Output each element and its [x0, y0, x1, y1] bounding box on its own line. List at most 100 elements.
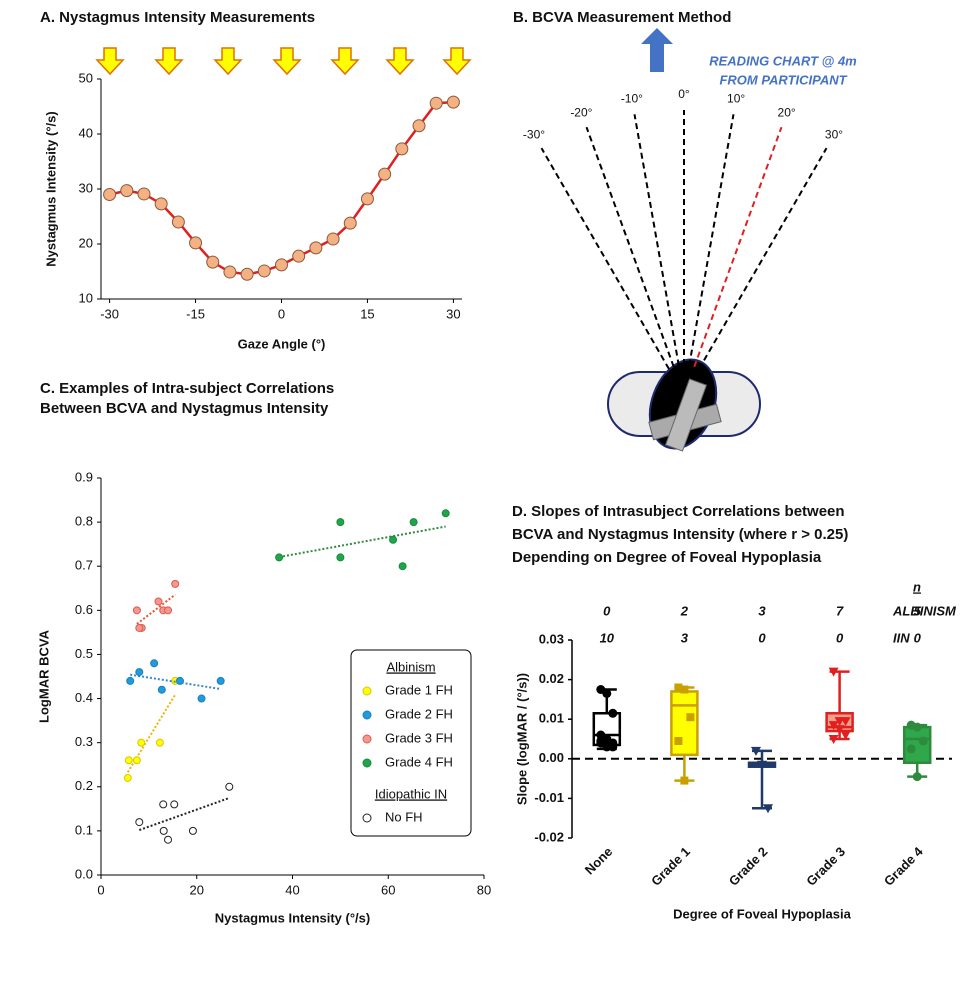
point: [834, 725, 845, 735]
reading-chart-arrow: [641, 28, 673, 72]
x-tick-label: -30: [100, 306, 119, 321]
y-tick-label: 0.3: [75, 734, 93, 749]
point: [126, 676, 135, 685]
panel-d-title: Depending on Degree of Foveal Hypoplasia: [512, 549, 822, 566]
n-count: 0: [758, 630, 766, 645]
point: [132, 756, 141, 765]
x-tick-label: 20: [190, 882, 204, 897]
point: [159, 800, 168, 809]
ray-label: 10°: [727, 92, 745, 106]
line: [109, 100, 454, 276]
point: [680, 685, 689, 694]
n-count: 3: [758, 603, 766, 618]
y-tick-label: 20: [79, 235, 93, 250]
legend-label: Grade 1 FH: [385, 682, 453, 697]
x-axis-label: Gaze Angle (°): [238, 336, 326, 351]
point: [674, 736, 683, 745]
point: [336, 553, 345, 562]
point: [164, 835, 173, 844]
point: [751, 746, 761, 756]
point: [757, 760, 767, 770]
gaze-arrow: [385, 47, 415, 76]
trend-line: [136, 593, 176, 625]
point: [828, 721, 839, 731]
trend-line: [278, 525, 446, 559]
n-count: 2: [680, 603, 689, 618]
x-tick-label: 15: [360, 306, 374, 321]
point: [828, 735, 839, 744]
marker: [378, 167, 392, 181]
y-tick-label: 50: [79, 70, 93, 85]
point: [608, 708, 618, 718]
y-tick-label: 10: [79, 290, 93, 305]
n-count: 5: [914, 603, 922, 618]
point: [132, 606, 141, 615]
legend-label: Grade 3 FH: [385, 730, 453, 745]
x-tick-label: -15: [186, 306, 205, 321]
x-tick-label: 0: [97, 882, 104, 897]
y-tick-label: 0.1: [75, 822, 93, 837]
box: [902, 725, 932, 765]
n-header: n: [913, 579, 921, 594]
point: [840, 731, 851, 741]
marker: [206, 255, 220, 269]
marker: [326, 232, 340, 246]
point: [912, 722, 922, 732]
y-axis-label: Nystagmus Intensity (°/s): [43, 111, 58, 266]
x-tick-label: 0: [278, 306, 285, 321]
point: [680, 776, 689, 785]
legend-marker: [362, 758, 372, 768]
point: [170, 800, 179, 809]
point: [197, 694, 206, 703]
point: [686, 713, 695, 722]
ray-label: -10°: [621, 92, 643, 106]
gaze-arrow: [213, 47, 243, 76]
panel-a-title: A. Nystagmus Intensity Measurements: [40, 9, 315, 26]
point: [409, 518, 418, 527]
legend-marker: [362, 686, 372, 696]
point: [216, 676, 225, 685]
gaze-arrow: [272, 47, 302, 76]
point: [164, 606, 173, 615]
legend-marker: [362, 710, 372, 720]
point: [596, 736, 606, 746]
ray-label: 30°: [825, 127, 843, 141]
point: [188, 826, 197, 835]
legend-group: Albinism: [386, 659, 435, 674]
ray-label: -30°: [523, 127, 545, 141]
y-tick-label: 0.02: [539, 671, 564, 686]
point: [225, 782, 234, 791]
x-tick-label: 40: [285, 882, 299, 897]
y-tick-label: 0.7: [75, 558, 93, 573]
marker: [343, 216, 357, 230]
trend-line: [138, 797, 230, 831]
ray-label: -20°: [570, 105, 592, 119]
panel-c-title: C. Examples of Intra-subject Correlation…: [40, 380, 334, 397]
y-axis-label: LogMAR BCVA: [36, 629, 51, 723]
y-tick-label: 0.00: [539, 750, 564, 765]
panel-c-title: Between BCVA and Nystagmus Intensity: [40, 400, 329, 417]
note-line: READING CHART @ 4m: [709, 53, 857, 68]
y-tick-label: 40: [79, 125, 93, 140]
gaze-ray: [633, 114, 680, 366]
x-axis-label: Degree of Foveal Hypoplasia: [673, 906, 851, 921]
marker: [257, 264, 271, 278]
gaze-ray: [585, 126, 675, 368]
x-tick-label: 60: [381, 882, 395, 897]
panel-d-title: BCVA and Nystagmus Intensity (where r > …: [512, 526, 848, 543]
gaze-arrow: [442, 47, 472, 76]
marker: [189, 236, 203, 250]
trend-line: [126, 694, 177, 773]
legend-label: No FH: [385, 809, 423, 824]
marker: [429, 96, 443, 110]
marker: [275, 258, 288, 272]
legend-box: [350, 649, 472, 837]
n-count: 0: [914, 630, 922, 645]
gaze-arrow: [330, 47, 360, 76]
marker: [223, 265, 237, 279]
ray-label: 20°: [778, 105, 796, 119]
gaze-ray: [693, 126, 783, 368]
y-tick-label: 0.8: [75, 514, 93, 529]
y-tick-label: -0.01: [534, 790, 564, 805]
point: [602, 688, 612, 698]
